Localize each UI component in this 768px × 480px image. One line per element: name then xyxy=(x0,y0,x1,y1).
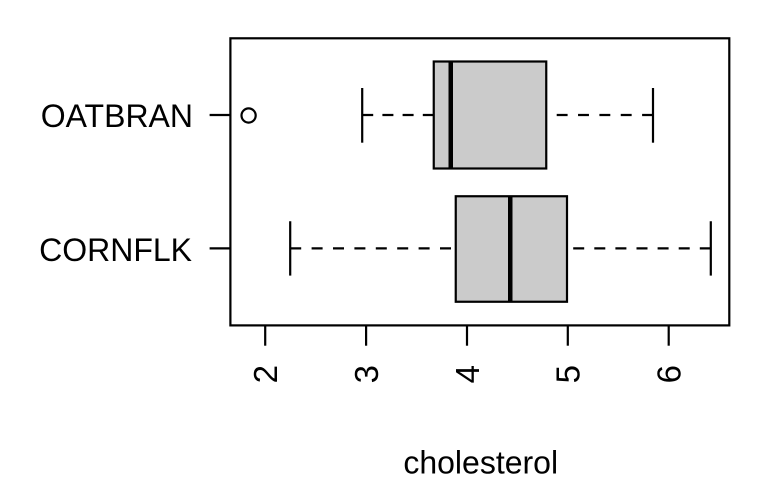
svg-text:OATBRAN: OATBRAN xyxy=(41,98,193,134)
svg-text:3: 3 xyxy=(348,365,385,383)
svg-text:CORNFLK: CORNFLK xyxy=(39,232,192,268)
svg-text:2: 2 xyxy=(247,365,284,383)
svg-text:4: 4 xyxy=(449,365,486,383)
svg-text:5: 5 xyxy=(550,365,587,383)
svg-text:cholesterol: cholesterol xyxy=(403,444,558,480)
svg-text:6: 6 xyxy=(651,365,688,383)
